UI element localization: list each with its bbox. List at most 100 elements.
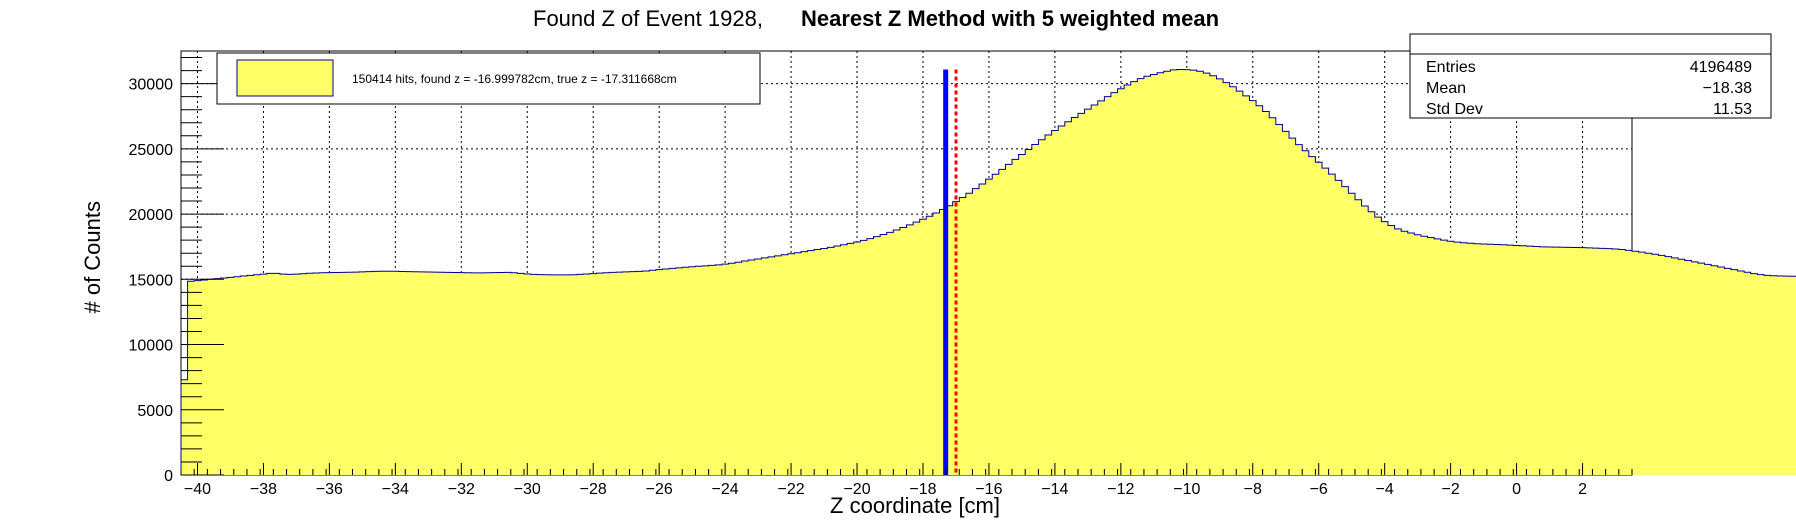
histogram-bar — [899, 227, 907, 475]
histogram-bar — [583, 273, 591, 475]
stats-entries-label: Entries — [1426, 59, 1476, 76]
histogram-bar — [781, 254, 789, 475]
histogram-bar — [1704, 264, 1712, 475]
histogram-bar — [378, 271, 386, 475]
histogram-bar — [1717, 267, 1725, 475]
histogram-bar — [735, 262, 743, 475]
histogram-bar — [444, 272, 452, 475]
histogram-bar — [1130, 81, 1138, 476]
x-tick-label: 0 — [1512, 481, 1521, 498]
histogram-bar — [728, 263, 736, 475]
histogram-bar — [649, 270, 657, 475]
histogram-bar — [893, 229, 901, 475]
chart-title-prefix: Found Z of Event 1928, — [533, 6, 763, 31]
histogram-bar — [998, 169, 1006, 475]
histogram-bar — [1242, 95, 1250, 475]
x-tick-label: −8 — [1244, 481, 1262, 498]
histogram-bar — [1064, 121, 1072, 476]
x-tick-label: −36 — [316, 481, 343, 498]
histogram-bar — [1401, 231, 1409, 475]
histogram-bar — [530, 274, 538, 475]
histogram-bar — [1486, 244, 1494, 475]
histogram-bar — [1176, 69, 1184, 475]
histogram-bar — [1045, 135, 1052, 476]
histogram-bar — [794, 252, 802, 475]
histogram-bar — [741, 261, 749, 475]
histogram-bar — [1750, 273, 1758, 475]
histogram-bar — [1711, 265, 1719, 475]
histogram-bar — [1110, 92, 1118, 475]
histogram-bar — [1058, 126, 1066, 475]
histogram-bar — [556, 274, 564, 475]
histogram-bar — [946, 205, 954, 475]
histogram-bar — [1684, 260, 1692, 475]
histogram-bar — [1381, 221, 1389, 475]
histogram-bar — [1031, 144, 1039, 475]
histogram-bar — [1150, 74, 1158, 475]
histogram-bar — [603, 272, 611, 475]
histogram-bar — [576, 274, 584, 475]
histogram-bar — [1592, 248, 1600, 475]
x-tick-label: −30 — [514, 481, 541, 498]
histogram-bar — [800, 251, 808, 475]
histogram-bar — [1625, 250, 1633, 475]
y-tick-label: 0 — [164, 468, 173, 485]
histogram-bar — [662, 269, 670, 475]
x-tick-label: −34 — [382, 481, 409, 498]
histogram-bar — [543, 274, 551, 475]
x-tick-label: −38 — [250, 481, 277, 498]
histogram-bar — [1124, 85, 1132, 475]
legend-label: 150414 hits, found z = -16.999782cm, tru… — [352, 72, 677, 86]
histogram-bar — [1051, 130, 1059, 475]
histogram-bar — [1143, 76, 1151, 475]
histogram-bar — [985, 179, 993, 476]
histogram-bar — [1480, 243, 1488, 475]
chart-title-bold: Nearest Z Method with 5 weighted mean — [801, 6, 1219, 31]
vertical-lines — [943, 69, 958, 475]
histogram-bar — [339, 272, 347, 475]
histogram-bar — [1427, 237, 1435, 475]
histogram-bar — [1361, 205, 1369, 475]
histogram-bar — [1308, 156, 1316, 476]
y-axis-title: # of Counts — [80, 201, 105, 314]
histogram-bar — [1282, 131, 1290, 475]
histogram-bar — [306, 273, 314, 475]
histogram-bar — [992, 174, 1000, 476]
histogram-bar — [293, 274, 301, 475]
histogram-bar — [1209, 75, 1217, 475]
axis-ticks: −40 −38 −36 −34 −32 −30 −28 −26 −24 −22 −20 −18 −16−… — [129, 57, 1633, 498]
histogram-bar — [1289, 138, 1297, 475]
histogram-bar — [1599, 248, 1607, 475]
histogram-bar — [1196, 71, 1204, 476]
stats-entries-value: 4196489 — [1690, 59, 1752, 76]
histogram-bar — [1302, 150, 1310, 475]
histogram-bar — [1104, 96, 1112, 476]
histogram-bar — [471, 272, 479, 475]
histogram-bar — [919, 219, 927, 475]
histogram-bar — [187, 281, 195, 475]
histogram-bar — [207, 279, 215, 475]
histogram-bar — [1394, 228, 1402, 475]
stats-box: Entries 4196489 Mean −18.38 Std Dev 11.5… — [1409, 33, 1772, 119]
histogram-bar — [1552, 247, 1560, 475]
histogram-bar — [233, 276, 241, 475]
histogram-bar — [1678, 259, 1686, 475]
histogram-bar — [504, 272, 512, 475]
histogram-bar — [1434, 238, 1442, 475]
histogram-bar — [913, 222, 921, 475]
histogram-bar — [1632, 251, 1639, 475]
histogram-bar — [866, 238, 874, 475]
histogram-bar — [523, 273, 531, 475]
histogram-bar — [1038, 139, 1046, 475]
histogram-bar — [1664, 256, 1672, 475]
histogram-bar — [761, 257, 769, 475]
histogram-bar — [873, 236, 881, 475]
histogram-bar — [213, 278, 221, 475]
histogram-bar — [570, 274, 578, 475]
y-tick-label: 15000 — [129, 272, 174, 289]
x-tick-label: −18 — [909, 481, 936, 498]
histogram-bar — [1500, 244, 1508, 475]
histogram-bar — [1763, 275, 1771, 475]
histogram-bar — [616, 272, 624, 475]
